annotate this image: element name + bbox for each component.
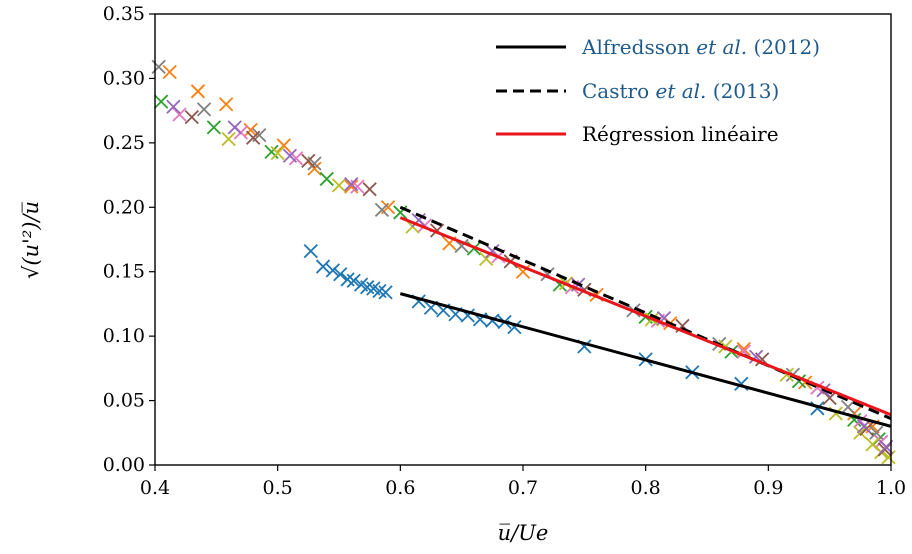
x-tick-label-2: 0.6 [385,477,415,499]
y-axis-label: √(u'²)/u̅ [19,201,43,279]
marker-s7-0 [166,99,181,114]
series-line-2 [399,216,892,417]
marker-s7-1 [227,120,242,135]
marker-s6-3 [362,182,377,197]
y-tick-label-3: 0.15 [103,261,145,283]
legend-label-1: Castro et al. (2013) [582,79,779,103]
marker-s6-2 [301,153,316,169]
y-tick-label-7: 0.35 [103,3,145,25]
x-tick-label-3: 0.7 [508,477,538,499]
x-tick-label-4: 0.8 [631,477,661,499]
marker-s4-10 [840,399,856,415]
marker-s2-0 [153,94,169,109]
marker-s2-1 [206,120,222,135]
marker-s1-5 [307,161,322,176]
marker-s0-3 [333,267,348,282]
marker-s1-2 [219,97,234,112]
marker-s7-3 [344,176,359,192]
x-tick-label-1: 0.5 [263,477,293,499]
x-axis-label: u̅/Ue [498,521,549,545]
y-tick-label-6: 0.30 [103,67,145,89]
marker-s6-0 [184,109,199,125]
marker-s4-0 [151,59,166,74]
x-tick-label-6: 1.0 [876,477,906,499]
marker-s7-2 [282,148,298,163]
plot-marks [151,59,896,465]
y-tick-label-0: 0.00 [103,454,145,476]
marker-s2-3 [319,171,334,187]
marker-s6-11 [877,442,893,457]
x-tick-label-5: 0.9 [753,477,783,499]
legend-label-0: Alfredsson et al. (2012) [581,35,820,59]
legend: Alfredsson et al. (2012) Castro et al. (… [496,35,820,146]
y-tick-label-4: 0.20 [103,196,145,218]
marker-s5-2 [331,178,347,193]
y-tick-label-2: 0.10 [103,325,145,347]
marker-s1-6 [344,179,359,194]
x-tick-label-0: 0.4 [140,477,170,499]
y-tick-label-1: 0.05 [103,390,145,412]
marker-s1-3 [243,122,258,138]
marker-s4-1 [196,102,212,117]
series-line-0 [399,292,892,428]
marker-s5-0 [221,131,236,147]
y-tick-label-5: 0.25 [103,132,145,154]
marker-s5-1 [270,146,285,161]
axis-ticks: 0.4 0.5 0.6 0.7 0.8 0.9 1.0 0.00 0.05 0.10 0.15 0.2… [103,3,906,499]
marker-s0-1 [315,259,331,274]
marker-s0-2 [325,263,341,278]
marker-s0-5 [346,273,361,288]
marker-s6-1 [245,130,261,145]
marker-s0-10 [378,285,393,300]
marker-s6-9 [822,390,837,406]
marker-s1-4 [276,138,291,153]
marker-s0-0 [303,243,318,259]
marker-s1-1 [190,84,206,99]
marker-s3-0 [172,107,187,122]
marker-s1-0 [162,64,177,80]
marker-s4-4 [374,202,390,217]
marker-s4-11 [869,425,884,440]
marker-s5-10 [853,425,868,440]
marker-s7-10 [856,419,872,434]
legend-label-2: Régression linéaire [582,122,779,146]
